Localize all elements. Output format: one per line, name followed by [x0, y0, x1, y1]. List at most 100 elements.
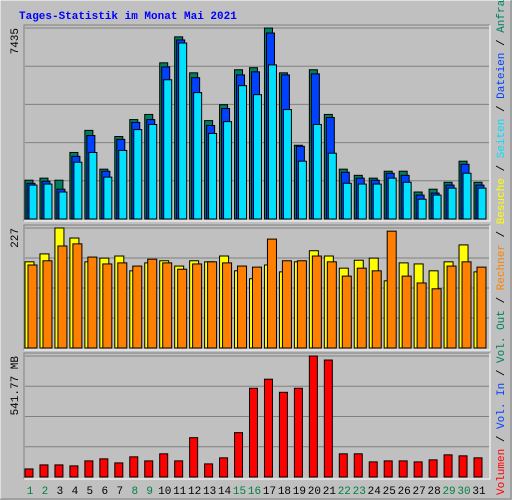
x-tick-label: 27	[413, 486, 426, 498]
bar	[58, 191, 68, 220]
bar	[133, 129, 143, 220]
bar	[282, 109, 292, 220]
legend-separator: /	[496, 158, 508, 178]
bar	[308, 355, 318, 478]
x-tick-label: 7	[116, 486, 123, 498]
bar	[237, 265, 248, 349]
bar	[368, 461, 378, 478]
bar	[147, 258, 158, 349]
bar	[219, 457, 229, 478]
x-tick-label: 4	[72, 486, 79, 498]
bar	[477, 187, 487, 220]
bar	[312, 123, 322, 220]
x-tick-label: 12	[188, 486, 201, 498]
bar	[223, 121, 233, 220]
bar	[353, 453, 363, 478]
bar	[73, 161, 83, 220]
bar	[387, 177, 397, 220]
bar	[278, 391, 288, 478]
bar	[249, 387, 258, 478]
bar	[117, 262, 128, 349]
bar	[129, 456, 139, 478]
bar	[42, 260, 53, 349]
x-tick-label: 15	[233, 486, 246, 498]
x-tick-label: 16	[248, 486, 261, 498]
x-tick-label: 29	[442, 486, 455, 498]
bar	[341, 275, 352, 349]
bar	[193, 92, 203, 220]
bar	[177, 268, 188, 349]
x-tick-label: 5	[87, 486, 94, 498]
bar	[342, 182, 352, 220]
bar	[326, 261, 337, 349]
x-tick-label: 21	[323, 486, 337, 498]
bar	[338, 453, 348, 478]
bar	[323, 359, 333, 478]
bar	[132, 265, 143, 349]
x-tick-label: 17	[263, 486, 276, 498]
bar	[432, 194, 442, 220]
bar	[87, 256, 98, 349]
bar	[263, 378, 273, 478]
bar	[281, 260, 292, 349]
bar	[174, 460, 184, 478]
plot-border	[23, 352, 490, 479]
x-tick-label: 10	[158, 486, 171, 498]
bar	[222, 262, 233, 349]
bar	[428, 459, 438, 478]
plot-border	[24, 225, 491, 351]
bar	[43, 183, 53, 220]
bar	[69, 465, 79, 478]
legend-entry: Anfragen	[496, 0, 508, 33]
x-tick-label: 26	[398, 486, 411, 498]
bar	[204, 463, 214, 478]
legend-separator: /	[496, 290, 508, 310]
bar	[356, 267, 367, 349]
bar	[266, 238, 277, 349]
bar	[476, 266, 487, 349]
bar	[27, 264, 38, 349]
bar	[163, 79, 173, 220]
bar	[386, 230, 397, 349]
legend-entry: Volumen	[496, 449, 508, 495]
bar	[473, 457, 483, 478]
bar	[148, 123, 158, 220]
x-tick-label: 30	[457, 486, 470, 498]
bar	[458, 455, 468, 478]
bar	[118, 149, 128, 220]
legend-separator: /	[496, 429, 508, 449]
bar	[114, 462, 124, 478]
bar	[24, 468, 34, 478]
x-tick-label: 19	[293, 486, 306, 498]
bar	[327, 152, 337, 220]
x-tick-label: 25	[383, 486, 396, 498]
x-tick-label: 8	[131, 486, 138, 498]
chart-title: Tages-Statistik im Monat Mai 2021	[19, 11, 237, 23]
bar	[462, 172, 472, 220]
bar	[234, 432, 244, 478]
x-tick-label: 28	[427, 486, 440, 498]
x-tick-label: 18	[278, 486, 291, 498]
bar	[252, 266, 262, 349]
bar	[371, 270, 382, 349]
y-tick-label: 541.77 MB	[10, 356, 22, 416]
legend-entry: Vol. Out	[496, 310, 508, 363]
bar	[54, 464, 64, 478]
bar	[208, 132, 218, 220]
legend-entry: Besuche	[496, 178, 508, 224]
bar	[447, 187, 457, 220]
x-tick-label: 31	[472, 486, 486, 498]
bar	[443, 454, 453, 478]
legend-separator: /	[496, 224, 508, 244]
bar	[296, 260, 307, 349]
plot-border	[23, 24, 490, 221]
bar	[207, 261, 218, 349]
bar	[103, 176, 113, 220]
bar	[99, 458, 109, 478]
x-tick-label: 14	[218, 486, 232, 498]
bar	[72, 243, 83, 349]
x-tick-label: 23	[353, 486, 366, 498]
bar	[253, 94, 262, 220]
plot-border	[23, 224, 490, 350]
